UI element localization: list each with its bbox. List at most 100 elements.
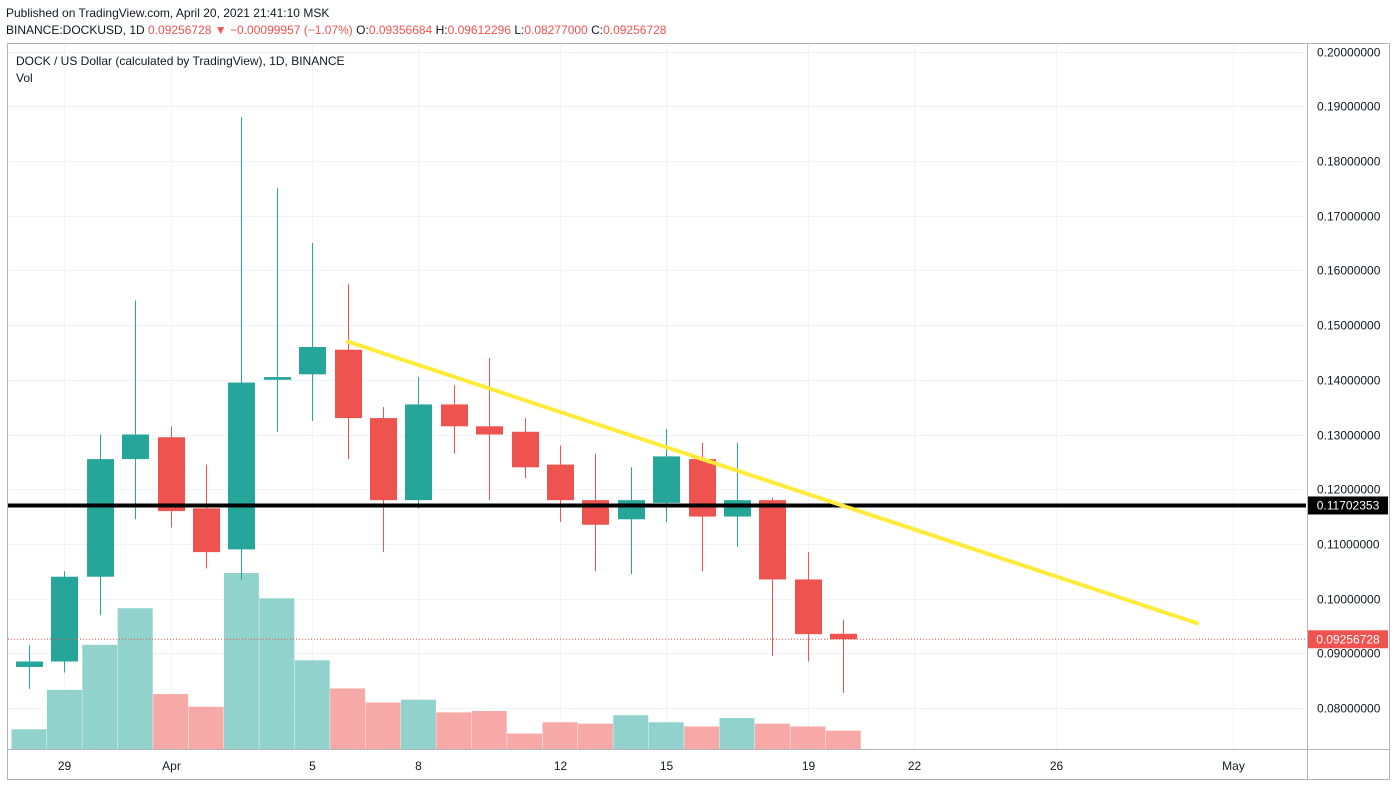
- candle-body: [51, 576, 78, 662]
- time-tick-label: Apr: [162, 759, 181, 773]
- time-tick-label: 26: [1050, 759, 1064, 773]
- time-tick-label: May: [1222, 759, 1245, 773]
- price-tick-label: 0.14000000: [1317, 374, 1381, 388]
- candle-body: [87, 459, 114, 577]
- price-tick-label: 0.15000000: [1317, 319, 1381, 333]
- volume-bar: [825, 730, 861, 749]
- volume-bar: [117, 608, 153, 749]
- volume-bar: [754, 723, 790, 749]
- candle-body: [405, 404, 432, 501]
- candle-body: [158, 437, 185, 512]
- time-tick-label: 5: [309, 759, 316, 773]
- time-axis: 29 Apr 5 8 12 15 19 22 26 May: [58, 759, 1245, 773]
- time-tick-label: 15: [660, 759, 674, 773]
- volume-bar: [153, 694, 189, 749]
- volume-bar: [436, 712, 472, 749]
- candle-body: [795, 579, 822, 635]
- volume-bar: [223, 573, 259, 749]
- symbol-label: BINANCE:DOCKUSD, 1D: [6, 23, 145, 37]
- volume-bar: [259, 598, 295, 749]
- ohlc-header: BINANCE:DOCKUSD, 1D 0.09256728 ▼ −0.0009…: [6, 23, 666, 37]
- time-tick-label: 19: [802, 759, 816, 773]
- down-arrow-icon: ▼: [214, 23, 227, 37]
- candle-body: [122, 434, 149, 460]
- volume-bar: [507, 733, 543, 749]
- price-tick-label: 0.18000000: [1317, 155, 1381, 169]
- price-tick-label: 0.20000000: [1317, 46, 1381, 60]
- trendline: [345, 339, 1200, 626]
- candle-body: [689, 459, 716, 517]
- volume-bar: [294, 660, 330, 749]
- volume-bar: [613, 715, 649, 749]
- high-label: H:: [435, 23, 448, 37]
- price-axis: 0.08000000 0.09000000 0.10000000 0.11000000…: [1317, 46, 1381, 716]
- price-tick-label: 0.09000000: [1317, 647, 1381, 661]
- candle-body: [547, 464, 574, 501]
- price-tick-label: 0.17000000: [1317, 210, 1381, 224]
- published-text: Published on TradingView.com, April 20, …: [6, 6, 330, 20]
- volume-bar: [577, 723, 613, 749]
- volume-bar: [82, 644, 118, 749]
- volume-bar: [11, 729, 47, 749]
- candle-body: [724, 500, 751, 517]
- volume-bar: [719, 718, 755, 749]
- candle-body: [370, 418, 397, 501]
- candle-body: [228, 382, 255, 550]
- volume-bar: [46, 689, 82, 749]
- close-label: C:: [591, 23, 604, 37]
- volume-bar: [648, 722, 684, 749]
- price-tick-label: 0.10000000: [1317, 593, 1381, 607]
- chart-legend-title: DOCK / US Dollar (calculated by TradingV…: [16, 54, 345, 68]
- level-price-tag: [1308, 496, 1388, 515]
- time-tick-label: 8: [415, 759, 422, 773]
- published-note: Published on TradingView.com, April 20, …: [6, 6, 329, 20]
- candle-body: [264, 377, 291, 380]
- time-tick-label: 29: [58, 759, 72, 773]
- volume-bar: [188, 706, 224, 749]
- candle-body: [16, 661, 43, 667]
- candle-body: [441, 404, 468, 427]
- price-tick-label: 0.19000000: [1317, 100, 1381, 114]
- candle-body: [830, 633, 857, 640]
- price-tags: 0.11702353 0.09256728: [1308, 496, 1388, 649]
- grid: [8, 44, 1306, 749]
- volume-legend: Vol: [16, 71, 33, 85]
- time-tick-label: 12: [554, 759, 568, 773]
- chart-frame: [7, 43, 1390, 780]
- volume-bar: [684, 726, 720, 749]
- candle-body: [299, 346, 326, 375]
- volume-bar: [542, 722, 578, 749]
- volume-bar: [790, 726, 826, 749]
- volume-bar: [365, 702, 401, 749]
- candle-body: [759, 500, 786, 580]
- volume-bars: [11, 573, 861, 749]
- candle-body: [193, 508, 220, 553]
- candle-body: [335, 349, 362, 419]
- candle-body: [618, 500, 645, 520]
- price-tick-label: 0.11000000: [1317, 538, 1380, 552]
- price-tick-label: 0.08000000: [1317, 702, 1381, 716]
- price-tick-label: 0.13000000: [1317, 429, 1381, 443]
- drawings: [8, 339, 1306, 640]
- low-value: 0.08277000: [524, 23, 588, 37]
- time-tick-label: 22: [908, 759, 922, 773]
- last-price-value: 0.09256728: [148, 23, 212, 37]
- open-label: O:: [356, 23, 369, 37]
- volume-bar: [471, 710, 507, 749]
- price-tick-label: 0.12000000: [1317, 483, 1381, 497]
- last-price-tag-label: 0.09256728: [1316, 632, 1380, 646]
- last-price-tag: [1308, 630, 1388, 649]
- volume-bar: [330, 688, 366, 749]
- close-value: 0.09256728: [603, 23, 667, 37]
- high-value: 0.09612296: [447, 23, 511, 37]
- level-price-tag-label: 0.11702353: [1317, 498, 1380, 512]
- open-value: 0.09356684: [368, 23, 433, 37]
- volume-bar: [400, 699, 436, 749]
- candles: [16, 117, 857, 693]
- change-value: −0.00099957 (−1.07%): [230, 23, 353, 37]
- candle-body: [512, 431, 539, 468]
- candle-body: [653, 456, 680, 503]
- candle-body: [476, 426, 503, 435]
- low-label: L:: [514, 23, 525, 37]
